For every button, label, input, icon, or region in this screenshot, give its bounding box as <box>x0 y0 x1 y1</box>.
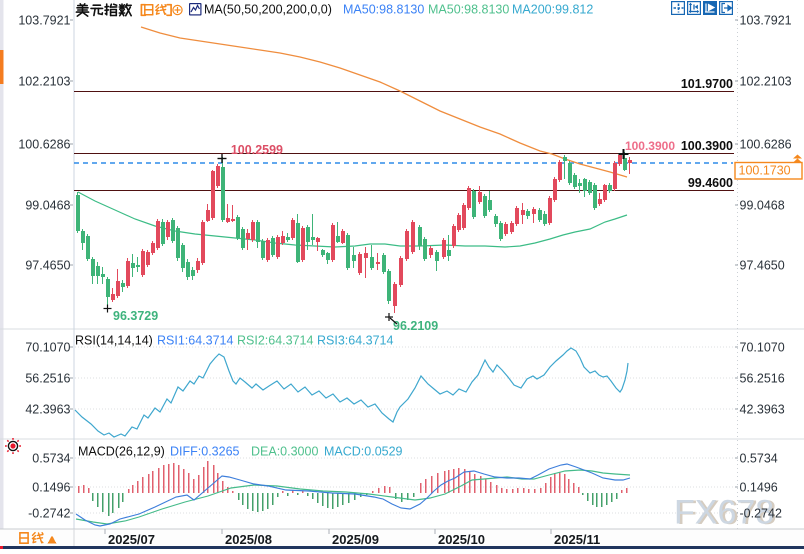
svg-text:100.6286: 100.6286 <box>18 138 70 152</box>
svg-text:2025/09: 2025/09 <box>332 532 379 547</box>
svg-text:100.6286: 100.6286 <box>740 138 792 152</box>
svg-text:-0.2742: -0.2742 <box>28 507 70 521</box>
svg-text:2025/10: 2025/10 <box>438 532 485 547</box>
svg-text:0.5734: 0.5734 <box>740 452 778 466</box>
svg-text:102.2103: 102.2103 <box>18 75 70 89</box>
svg-text:102.2103: 102.2103 <box>740 75 792 89</box>
svg-text:2025/07: 2025/07 <box>108 532 155 547</box>
svg-text:42.3963: 42.3963 <box>25 403 70 417</box>
svg-text:100.3900: 100.3900 <box>625 139 675 153</box>
svg-text:2025/11: 2025/11 <box>554 532 600 547</box>
svg-text:103.7921: 103.7921 <box>18 14 70 28</box>
svg-text:56.2516: 56.2516 <box>25 372 70 386</box>
svg-text:MACD(26,12,9): MACD(26,12,9) <box>78 445 165 459</box>
svg-text:MA50:98.8130: MA50:98.8130 <box>428 3 509 17</box>
svg-text:DIFF:0.3265: DIFF:0.3265 <box>170 445 240 459</box>
svg-text:56.2516: 56.2516 <box>740 372 785 386</box>
svg-text:0.5734: 0.5734 <box>32 452 70 466</box>
svg-text:42.3963: 42.3963 <box>740 403 785 417</box>
svg-text:0.1496: 0.1496 <box>32 481 70 495</box>
svg-text:99.0468: 99.0468 <box>25 199 70 213</box>
svg-text:100.1730: 100.1730 <box>739 164 791 178</box>
svg-text:100.2599: 100.2599 <box>231 143 283 157</box>
svg-text:MA200:99.812: MA200:99.812 <box>512 3 593 17</box>
svg-text:97.4650: 97.4650 <box>740 259 785 273</box>
svg-text:-0.2742: -0.2742 <box>740 507 782 521</box>
svg-text:70.1070: 70.1070 <box>740 341 785 355</box>
svg-text:96.2109: 96.2109 <box>393 319 438 333</box>
svg-text:RSI2:64.3714: RSI2:64.3714 <box>237 334 313 348</box>
svg-text:101.9700: 101.9700 <box>681 77 733 91</box>
svg-text:MA50:98.8130: MA50:98.8130 <box>343 3 424 17</box>
svg-text:RSI3:64.3714: RSI3:64.3714 <box>317 334 393 348</box>
svg-text:70.1070: 70.1070 <box>25 341 70 355</box>
svg-text:MACD:0.0529: MACD:0.0529 <box>324 445 403 459</box>
svg-text:RSI1:64.3714: RSI1:64.3714 <box>157 334 233 348</box>
svg-text:2025/08: 2025/08 <box>225 532 272 547</box>
svg-text:MA(50,50,200,200,0,0): MA(50,50,200,200,0,0) <box>204 3 332 17</box>
svg-text:0.1496: 0.1496 <box>740 481 778 495</box>
svg-text:99.0468: 99.0468 <box>740 199 785 213</box>
svg-text:97.4650: 97.4650 <box>25 259 70 273</box>
svg-text:100.3900: 100.3900 <box>681 139 733 153</box>
svg-text:DEA:0.3000: DEA:0.3000 <box>251 445 318 459</box>
svg-text:96.3729: 96.3729 <box>113 309 158 323</box>
svg-text:99.4600: 99.4600 <box>688 176 733 190</box>
svg-text:103.7921: 103.7921 <box>740 14 792 28</box>
svg-text:RSI(14,14,14): RSI(14,14,14) <box>75 334 153 348</box>
